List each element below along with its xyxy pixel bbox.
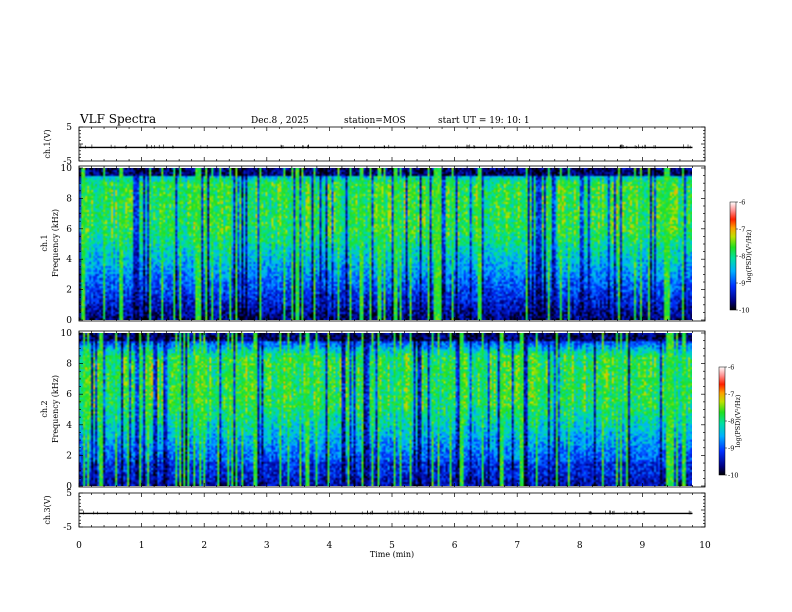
x-tick-label: 10 — [699, 541, 711, 551]
colorbar-tick-label: -7 — [739, 226, 745, 234]
ch3-waveform-frame — [78, 492, 706, 528]
x-axis-label: Time (min) — [370, 550, 414, 559]
ch2-colorbar-scale — [718, 366, 726, 476]
x-tick-label: 0 — [76, 541, 82, 551]
ch3-waveform-ylabel: ch.3(V) — [43, 495, 52, 524]
ch1-colorbar-label: log(PSD)(V²/Hz) — [745, 229, 753, 282]
y-tick-label: 5 — [66, 123, 72, 133]
y-tick-label: 2 — [66, 286, 72, 296]
y-tick-label: 4 — [66, 255, 72, 265]
y-tick-label: 4 — [66, 421, 72, 431]
colorbar-tick-label: -10 — [739, 307, 749, 315]
colorbar-tick-label: -8 — [728, 418, 734, 426]
y-tick-label: 10 — [61, 329, 73, 339]
ch1-spectrogram-ylabel-frequency: Frequency (kHz) — [51, 209, 60, 277]
start-time-label: start UT = 19: 10: 1 — [438, 116, 530, 126]
ch1-colorbar-scale — [729, 201, 737, 311]
station-label: station=MOS — [344, 116, 406, 126]
chart-title: VLF Spectra — [79, 112, 156, 126]
x-tick-label: 5 — [389, 541, 395, 551]
y-tick-label: 8 — [66, 194, 72, 204]
colorbar-tick-label: -9 — [739, 280, 745, 288]
x-tick-label: 6 — [452, 541, 458, 551]
ch1-waveform-frame — [78, 126, 706, 162]
y-tick-label: 10 — [61, 164, 73, 174]
ch2-spectrogram-ylabel-channel: ch.2 — [40, 400, 49, 417]
date-label: Dec.8 , 2025 — [251, 116, 309, 126]
x-tick-label: 1 — [139, 541, 145, 551]
y-tick-label: 0 — [66, 482, 72, 492]
ch2-spectrogram-image — [79, 333, 692, 486]
ch2-colorbar: log(PSD)(V²/Hz) -6 -7 -8 -9 -10 — [718, 364, 742, 480]
colorbar-tick-label: -8 — [739, 253, 745, 261]
y-tick-label: 6 — [66, 390, 72, 400]
y-tick-label: 5 — [66, 489, 72, 499]
x-tick-label: 7 — [514, 541, 520, 551]
y-tick-label: -5 — [63, 523, 72, 533]
x-tick-label: 3 — [264, 541, 270, 551]
ch1-spectrogram-image — [79, 168, 692, 320]
colorbar-tick-label: -9 — [728, 445, 734, 453]
colorbar-tick-label: -10 — [728, 472, 738, 480]
ch1-waveform-ylabel: ch.1(V) — [43, 129, 52, 158]
ch2-colorbar-label: log(PSD)(V²/Hz) — [734, 394, 742, 447]
ch2-spectrogram-ylabel-frequency: Frequency (kHz) — [51, 375, 60, 443]
colorbar-tick-label: -7 — [728, 391, 734, 399]
colorbar-tick-label: -6 — [728, 364, 734, 372]
y-tick-label: 2 — [66, 451, 72, 461]
ch1-colorbar: log(PSD)(V²/Hz) -6 -7 -8 -9 -10 — [729, 199, 753, 315]
colorbar-tick-label: -6 — [739, 199, 745, 207]
ch1-spectrogram-ylabel-channel: ch.1 — [40, 234, 49, 251]
y-tick-label: 8 — [66, 360, 72, 370]
x-tick-label: 8 — [577, 541, 583, 551]
y-tick-label: 0 — [66, 316, 72, 326]
x-tick-label: 4 — [327, 541, 333, 551]
y-tick-label: -5 — [63, 157, 72, 167]
x-tick-label: 2 — [201, 541, 207, 551]
x-tick-label: 9 — [640, 541, 646, 551]
y-tick-label: 6 — [66, 225, 72, 235]
